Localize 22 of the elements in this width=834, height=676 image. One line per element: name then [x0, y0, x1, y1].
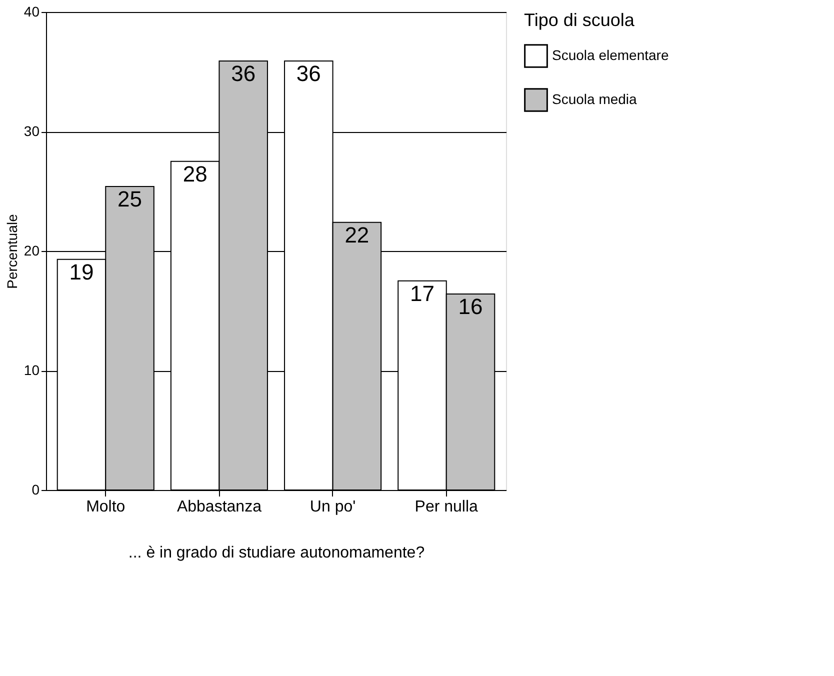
data-label: 28	[182, 161, 208, 186]
x-axis-title: ... è in grado di studiare autonomamente?	[128, 544, 425, 562]
y-axis-title: Percentuale	[4, 214, 20, 289]
data-label: 17	[410, 280, 434, 306]
x-tick-label: Un po'	[310, 498, 356, 516]
data-label: 25	[118, 186, 142, 212]
y-tick-label: 10	[24, 362, 40, 378]
y-tick-label: 0	[32, 482, 40, 498]
data-label: 36	[231, 60, 256, 86]
y-tick-label: 20	[24, 242, 40, 258]
data-label: 22	[344, 222, 370, 248]
legend-label: Scuola media	[552, 91, 638, 107]
data-label: 36	[296, 60, 321, 86]
legend-label: Scuola elementare	[552, 47, 669, 63]
y-tick-label: 30	[24, 123, 40, 139]
x-tick-label: Per nulla	[414, 498, 478, 516]
y-tick-label: 40	[24, 4, 40, 20]
x-tick-label: Abbastanza	[176, 498, 262, 516]
data-label: 19	[69, 259, 94, 284]
data-label: 16	[458, 294, 483, 320]
legend-title: Tipo di scuola	[524, 10, 636, 30]
x-tick-label: Molto	[86, 498, 126, 516]
